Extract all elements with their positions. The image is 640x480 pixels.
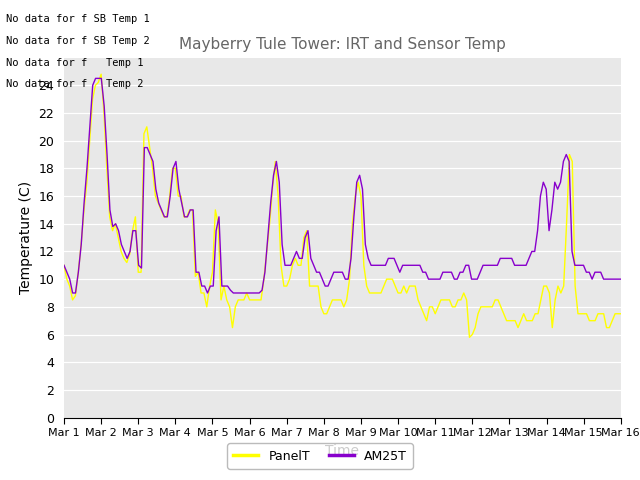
PanelT xyxy=(83,180,91,185)
Text: No data for f SB Temp 2: No data for f SB Temp 2 xyxy=(6,36,150,46)
AM25T xyxy=(542,186,550,192)
AM25T xyxy=(97,75,105,81)
AM25T xyxy=(617,276,625,282)
Title: Mayberry Tule Tower: IRT and Sensor Temp: Mayberry Tule Tower: IRT and Sensor Temp xyxy=(179,37,506,52)
Line: PanelT: PanelT xyxy=(64,74,621,337)
PanelT xyxy=(374,290,382,296)
Line: AM25T: AM25T xyxy=(64,78,621,293)
Text: No data for f   Temp 2: No data for f Temp 2 xyxy=(6,79,144,89)
AM25T xyxy=(92,75,99,81)
PanelT xyxy=(434,304,442,310)
Y-axis label: Temperature (C): Temperature (C) xyxy=(19,181,33,294)
AM25T xyxy=(215,214,223,220)
X-axis label: Time: Time xyxy=(325,444,360,457)
AM25T xyxy=(68,290,76,296)
AM25T xyxy=(60,263,68,268)
PanelT xyxy=(97,72,105,77)
PanelT xyxy=(466,335,474,340)
AM25T xyxy=(505,255,513,261)
AM25T xyxy=(563,152,570,157)
PanelT xyxy=(60,263,68,268)
PanelT xyxy=(588,318,596,324)
Text: No data for f   Temp 1: No data for f Temp 1 xyxy=(6,58,144,68)
PanelT xyxy=(217,297,225,303)
PanelT xyxy=(543,283,550,289)
Legend: PanelT, AM25T: PanelT, AM25T xyxy=(227,444,413,469)
AM25T xyxy=(358,186,366,192)
Text: No data for f SB Temp 1: No data for f SB Temp 1 xyxy=(6,14,150,24)
PanelT xyxy=(617,311,625,317)
